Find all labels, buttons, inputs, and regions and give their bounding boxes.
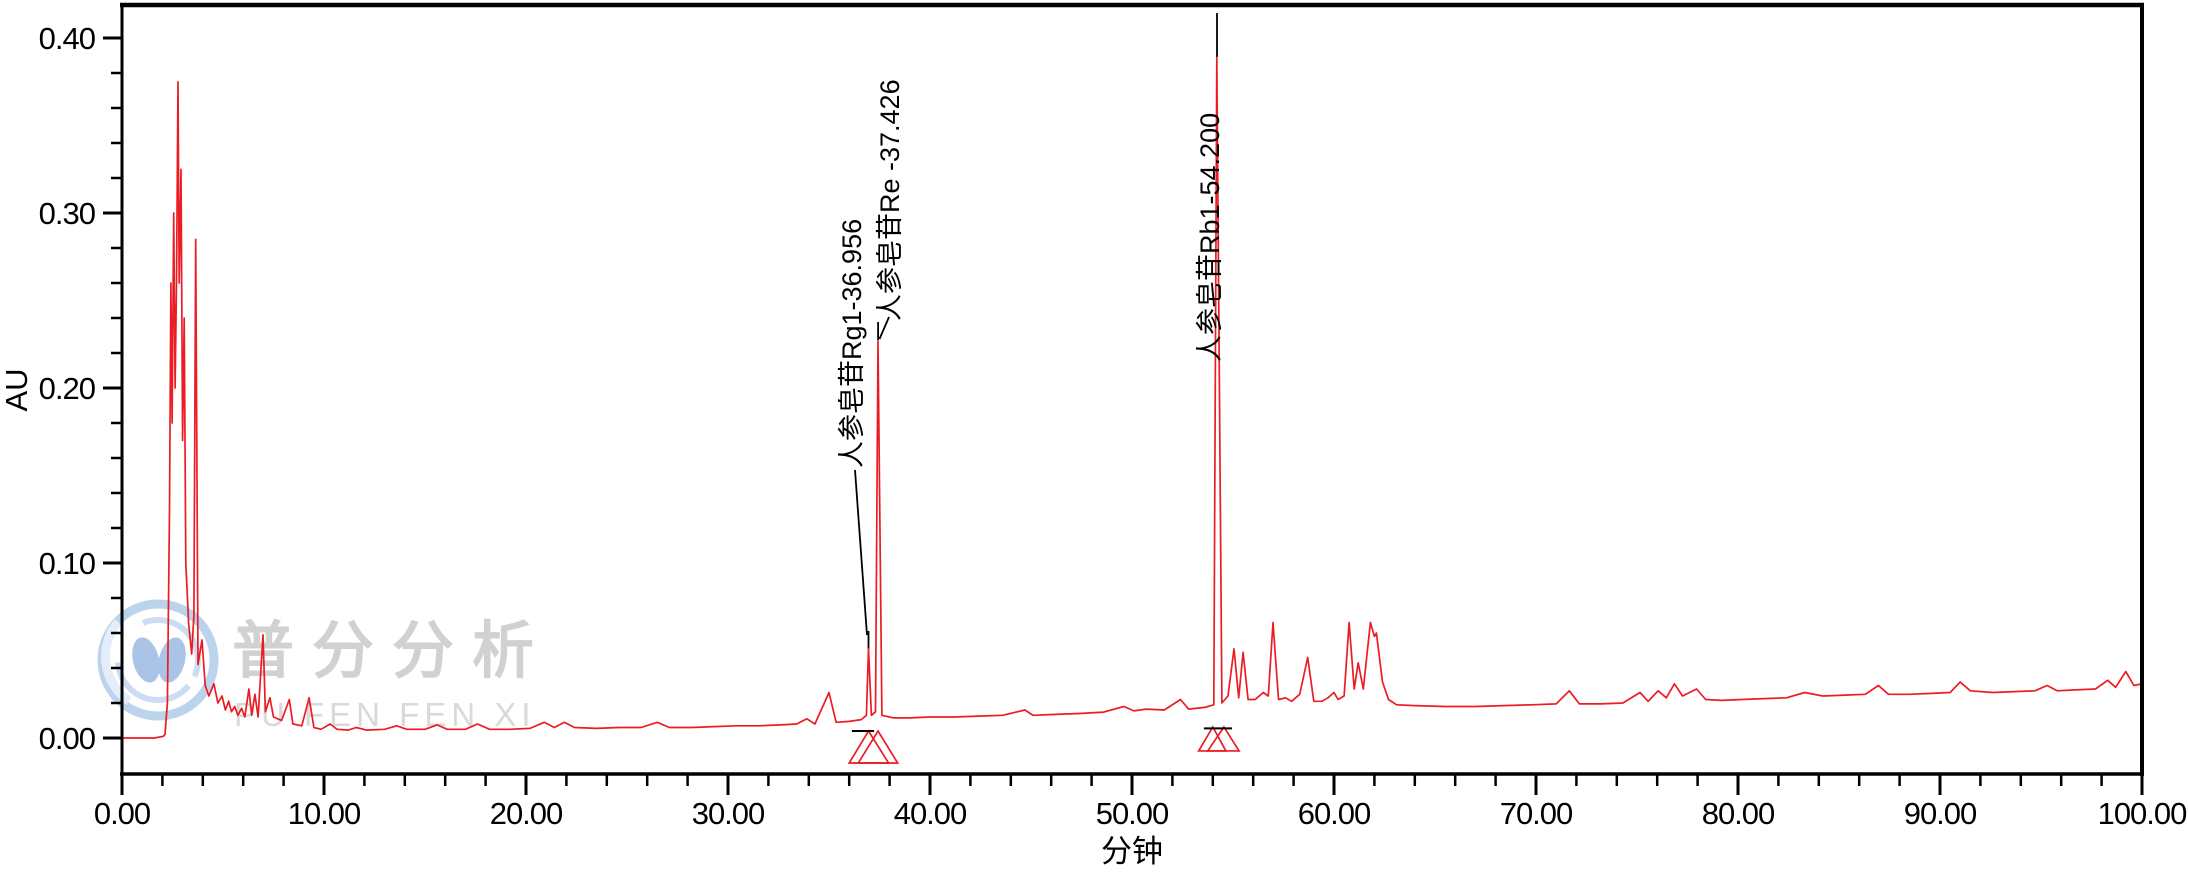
- y-tick-label: 0.00: [39, 721, 96, 756]
- x-axis-ticks: [120, 774, 2144, 795]
- x-tick-label: 0.00: [94, 796, 151, 831]
- x-tick-label: 70.00: [1500, 796, 1573, 831]
- x-axis-tick-labels: 0.00 10.00 20.00 30.00 40.00 50.00 60.00 70.00 8…: [94, 796, 2188, 831]
- integration-triangle: [856, 729, 900, 764]
- x-axis-title: 分钟: [1101, 834, 1163, 869]
- chromatogram-trace: [121, 56, 2143, 739]
- peak-label: 人参皂苷Rb1-54.200: [1195, 113, 1225, 362]
- x-tick-label: 20.00: [490, 796, 563, 831]
- y-tick-label: 0.30: [39, 196, 96, 231]
- peak-pointer-line: [878, 316, 890, 340]
- peak-label: 人参皂苷Rg1-36.956: [837, 219, 867, 468]
- peak-label: 人参皂苷Re -37.426: [875, 79, 905, 321]
- peak-callout-lines: [851, 13, 1232, 732]
- watermark: 普分分析 PU FEN FEN XI: [97, 599, 552, 733]
- y-axis-tick-labels: 0.00 0.10 0.20 0.30 0.40: [39, 21, 97, 756]
- integration-markers: [847, 725, 1241, 764]
- x-tick-label: 100.00: [2098, 796, 2188, 831]
- y-tick-label: 0.20: [39, 371, 96, 406]
- y-tick-label: 0.40: [39, 21, 96, 56]
- x-tick-label: 50.00: [1096, 796, 1169, 831]
- x-tick-label: 90.00: [1904, 796, 1977, 831]
- watermark-text-cn: 普分分析: [232, 617, 552, 686]
- integration-triangle: [1206, 725, 1241, 752]
- peak-labels: 人参皂苷Rg1-36.956 人参皂苷Re -37.426 人参皂苷Rb1-54.2…: [837, 79, 1225, 468]
- y-axis-title: AU: [0, 368, 34, 411]
- peak-pointer-line: [854, 469, 868, 636]
- x-tick-label: 10.00: [288, 796, 361, 831]
- x-tick-label: 80.00: [1702, 796, 1775, 831]
- x-tick-label: 30.00: [692, 796, 765, 831]
- x-tick-label: 40.00: [894, 796, 967, 831]
- x-tick-label: 60.00: [1298, 796, 1371, 831]
- y-tick-label: 0.10: [39, 546, 96, 581]
- y-axis-ticks: [103, 36, 122, 740]
- watermark-text-en: PU FEN FEN XI: [234, 696, 536, 733]
